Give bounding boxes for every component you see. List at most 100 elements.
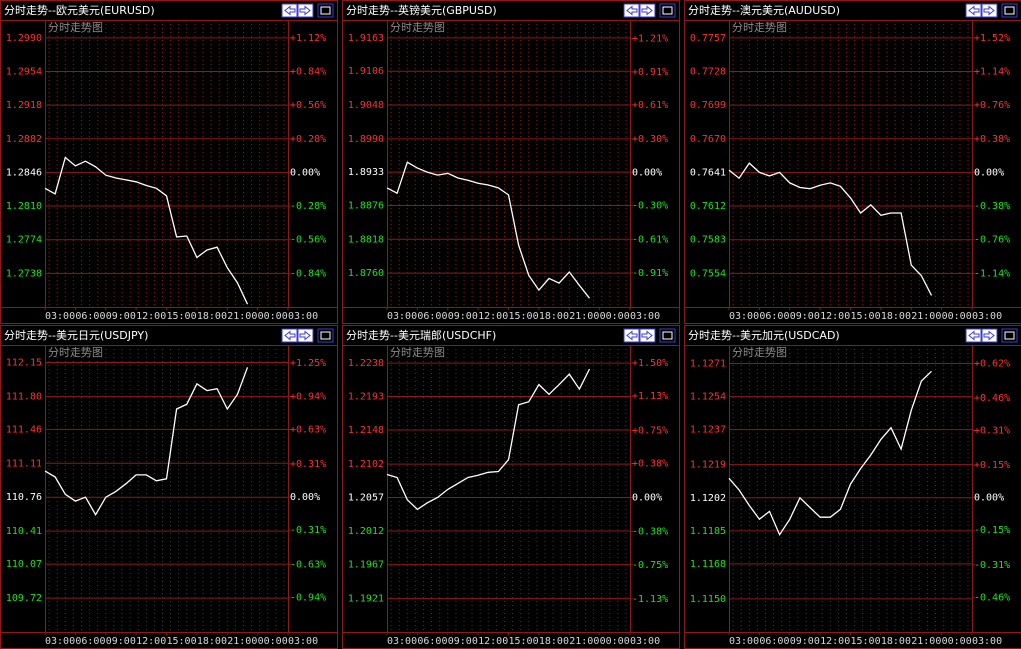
x-tick-label: 18:00 — [539, 636, 569, 647]
prev-button[interactable] — [281, 3, 298, 18]
y2-tick-label: +0.15% — [974, 460, 1010, 471]
y-tick-label: 0.7670 — [690, 134, 726, 145]
y2-tick-label: -0.75% — [632, 560, 668, 571]
x-tick-label: 21:00 — [227, 636, 257, 647]
max-button[interactable] — [659, 3, 676, 18]
max-button[interactable] — [1001, 328, 1018, 343]
next-button[interactable] — [981, 328, 998, 343]
next-button[interactable] — [981, 3, 998, 18]
price-line — [44, 367, 249, 516]
next-button[interactable] — [297, 328, 314, 343]
y-tick-label: 1.2057 — [348, 493, 384, 504]
prev-button[interactable] — [965, 3, 982, 18]
panel-border — [342, 0, 680, 324]
y2-tick-label: +1.21% — [632, 34, 668, 45]
y-tick-label: 0.7728 — [690, 66, 726, 77]
y2-tick-label: +0.94% — [290, 391, 326, 402]
x-tick-label: 21:00 — [569, 311, 599, 322]
x-tick-label: 06:00 — [417, 636, 447, 647]
price-line — [386, 368, 591, 511]
y2-tick-label: +1.14% — [974, 66, 1010, 77]
y-tick-label: 1.8990 — [348, 134, 384, 145]
y-tick-label: 1.2846 — [6, 167, 42, 178]
y2-tick-label: -1.13% — [632, 594, 668, 605]
y-tick-label: 1.1185 — [690, 526, 726, 537]
x-tick-label: 09:00 — [106, 636, 136, 647]
y2-tick-label: +0.61% — [632, 100, 668, 111]
prev-button[interactable] — [623, 3, 640, 18]
max-button[interactable] — [1001, 3, 1018, 18]
vertical-dotted-grid — [45, 346, 288, 632]
x-tick-label: 21:00 — [227, 311, 257, 322]
y-tick-label: 110.07 — [6, 559, 42, 570]
y2-tick-label: +0.46% — [974, 393, 1010, 404]
y2-tick-label: -0.31% — [974, 560, 1010, 571]
y-tick-label: 111.46 — [6, 424, 42, 435]
prev-button[interactable] — [965, 328, 982, 343]
x-tick-label: 03:00 — [288, 636, 318, 647]
x-tick-label: 03:00 — [972, 636, 1002, 647]
prev-icon — [626, 330, 638, 341]
x-tick-label: 15:00 — [509, 311, 539, 322]
y2-tick-label: -0.91% — [632, 268, 668, 279]
x-tick-label: 00:00 — [942, 636, 972, 647]
y-tick-label: 1.1202 — [690, 493, 726, 504]
vertical-dotted-grid — [729, 21, 972, 307]
y2-tick-label: +0.84% — [290, 66, 326, 77]
max-icon — [662, 331, 673, 340]
y2-tick-label: 0.00% — [290, 167, 320, 178]
prev-icon — [968, 5, 980, 16]
y-tick-label: 112.15 — [6, 357, 42, 368]
x-tick-label: 12:00 — [136, 311, 166, 322]
y2-tick-label: +0.31% — [290, 459, 326, 470]
max-button[interactable] — [317, 3, 334, 18]
x-tick-label: 03:00 — [45, 636, 75, 647]
y2-tick-label: 0.00% — [974, 167, 1004, 178]
y-tick-label: 1.8933 — [348, 167, 384, 178]
x-tick-label: 21:00 — [569, 636, 599, 647]
y-tick-label: 1.1219 — [690, 460, 726, 471]
y2-tick-label: +0.38% — [632, 458, 668, 469]
max-button[interactable] — [659, 328, 676, 343]
max-button[interactable] — [317, 328, 334, 343]
x-tick-label: 03:00 — [729, 636, 759, 647]
y-tick-label: 1.2810 — [6, 201, 42, 212]
x-tick-label: 12:00 — [478, 636, 508, 647]
next-button[interactable] — [297, 3, 314, 18]
next-icon — [983, 330, 995, 341]
y-tick-label: 0.7583 — [690, 235, 726, 246]
y2-tick-label: +1.25% — [290, 358, 326, 369]
x-tick-label: 15:00 — [167, 311, 197, 322]
y-tick-label: 1.2774 — [6, 235, 42, 246]
chart-title: 分时走势--美元瑞郎(USDCHF) — [346, 328, 496, 342]
next-button[interactable] — [639, 328, 656, 343]
y2-tick-label: +0.63% — [290, 425, 326, 436]
prev-button[interactable] — [623, 328, 640, 343]
y-tick-label: 0.7757 — [690, 33, 726, 44]
prev-button[interactable] — [281, 328, 298, 343]
x-tick-label: 09:00 — [448, 311, 478, 322]
x-tick-label: 03:00 — [972, 311, 1002, 322]
next-button[interactable] — [639, 3, 656, 18]
y2-tick-label: +0.30% — [632, 134, 668, 145]
y2-tick-label: +0.28% — [290, 134, 326, 145]
y2-tick-label: +0.56% — [290, 100, 326, 111]
x-tick-label: 00:00 — [600, 311, 630, 322]
y2-tick-label: +0.31% — [974, 426, 1010, 437]
y-tick-label: 111.80 — [6, 391, 42, 402]
y-tick-label: 0.7641 — [690, 167, 726, 178]
y2-tick-label: -0.31% — [290, 525, 326, 536]
y-tick-label: 1.2102 — [348, 459, 384, 470]
x-tick-label: 00:00 — [258, 311, 288, 322]
y2-tick-label: -0.61% — [632, 235, 668, 246]
y2-tick-label: -1.14% — [974, 268, 1010, 279]
y2-tick-label: +0.76% — [974, 100, 1010, 111]
next-icon — [299, 330, 311, 341]
x-tick-label: 00:00 — [942, 311, 972, 322]
y-tick-label: 1.9163 — [348, 33, 384, 44]
vertical-dotted-grid — [387, 346, 630, 632]
y2-tick-label: -0.76% — [974, 235, 1010, 246]
y-tick-label: 1.1921 — [348, 594, 384, 605]
x-tick-label: 09:00 — [106, 311, 136, 322]
